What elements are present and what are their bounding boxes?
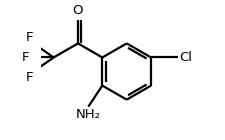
Text: F: F: [26, 71, 33, 84]
Text: Cl: Cl: [178, 51, 191, 64]
Text: O: O: [72, 4, 83, 17]
Text: F: F: [21, 51, 29, 64]
Text: NH₂: NH₂: [75, 108, 100, 121]
Text: F: F: [26, 31, 33, 44]
